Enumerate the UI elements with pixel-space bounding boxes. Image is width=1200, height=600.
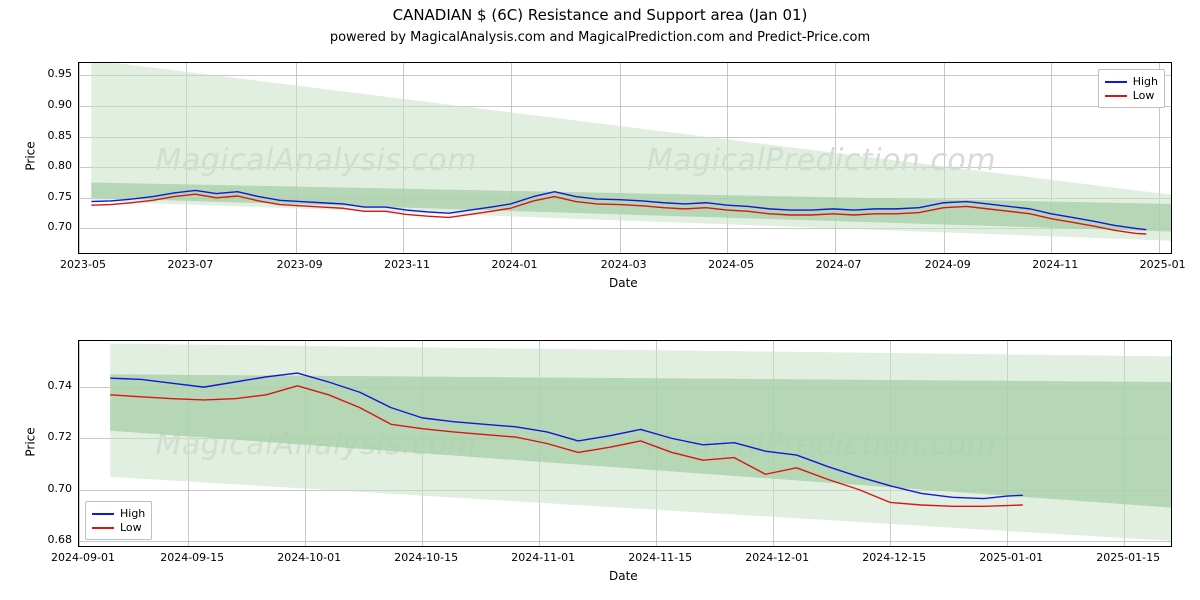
ytick-label: 0.70 bbox=[32, 220, 72, 233]
xtick-label: 2024-09-15 bbox=[157, 551, 227, 564]
legend: HighLow bbox=[85, 501, 152, 540]
xtick-label: 2024-03 bbox=[589, 258, 659, 271]
ytick-label: 0.70 bbox=[32, 482, 72, 495]
xtick-label: 2024-07 bbox=[804, 258, 874, 271]
bottom-chart-xlabel: Date bbox=[609, 569, 638, 583]
legend-item: High bbox=[92, 507, 145, 520]
xtick-label: 2024-11-15 bbox=[625, 551, 695, 564]
chart-suptitle: CANADIAN $ (6C) Resistance and Support a… bbox=[0, 6, 1200, 24]
top-chart-axes: MagicalAnalysis.comMagicalPrediction.com… bbox=[78, 62, 1172, 254]
figure: CANADIAN $ (6C) Resistance and Support a… bbox=[0, 0, 1200, 600]
ytick-label: 0.85 bbox=[32, 129, 72, 142]
xtick-label: 2024-12-01 bbox=[742, 551, 812, 564]
ytick-label: 0.74 bbox=[32, 379, 72, 392]
legend-item: Low bbox=[1105, 89, 1158, 102]
low-series-line bbox=[110, 386, 1023, 506]
top-chart-xlabel: Date bbox=[609, 276, 638, 290]
ytick-label: 0.90 bbox=[32, 98, 72, 111]
legend: HighLow bbox=[1098, 69, 1165, 108]
xtick-label: 2024-01 bbox=[480, 258, 550, 271]
xtick-label: 2024-10-15 bbox=[391, 551, 461, 564]
xtick-label: 2024-05 bbox=[696, 258, 766, 271]
ytick-label: 0.75 bbox=[32, 190, 72, 203]
bottom-chart-series bbox=[79, 341, 1171, 546]
xtick-label: 2023-05 bbox=[48, 258, 118, 271]
xtick-label: 2024-09 bbox=[913, 258, 983, 271]
ytick-label: 0.95 bbox=[32, 67, 72, 80]
xtick-label: 2023-07 bbox=[155, 258, 225, 271]
legend-label: Low bbox=[120, 521, 142, 534]
chart-subtitle: powered by MagicalAnalysis.com and Magic… bbox=[0, 30, 1200, 45]
legend-label: High bbox=[120, 507, 145, 520]
ytick-label: 0.68 bbox=[32, 533, 72, 546]
high-series-line bbox=[91, 190, 1146, 229]
legend-item: Low bbox=[92, 521, 145, 534]
high-series-line bbox=[110, 373, 1023, 499]
legend-label: Low bbox=[1133, 89, 1155, 102]
xtick-label: 2025-01 bbox=[1128, 258, 1198, 271]
ytick-label: 0.80 bbox=[32, 159, 72, 172]
xtick-label: 2024-09-01 bbox=[48, 551, 118, 564]
xtick-label: 2025-01-15 bbox=[1093, 551, 1163, 564]
xtick-label: 2024-11-01 bbox=[508, 551, 578, 564]
legend-label: High bbox=[1133, 75, 1158, 88]
xtick-label: 2025-01-01 bbox=[976, 551, 1046, 564]
legend-item: High bbox=[1105, 75, 1158, 88]
legend-swatch bbox=[1105, 95, 1127, 97]
xtick-label: 2024-12-15 bbox=[859, 551, 929, 564]
xtick-label: 2023-09 bbox=[265, 258, 335, 271]
legend-swatch bbox=[92, 513, 114, 515]
xtick-label: 2024-10-01 bbox=[274, 551, 344, 564]
xtick-label: 2023-11 bbox=[372, 258, 442, 271]
legend-swatch bbox=[92, 527, 114, 529]
xtick-label: 2024-11 bbox=[1020, 258, 1090, 271]
bottom-chart-axes: MagicalAnalysis.comMagicalPrediction.com… bbox=[78, 340, 1172, 547]
legend-swatch bbox=[1105, 81, 1127, 83]
ytick-label: 0.72 bbox=[32, 430, 72, 443]
top-chart-series bbox=[79, 63, 1171, 253]
